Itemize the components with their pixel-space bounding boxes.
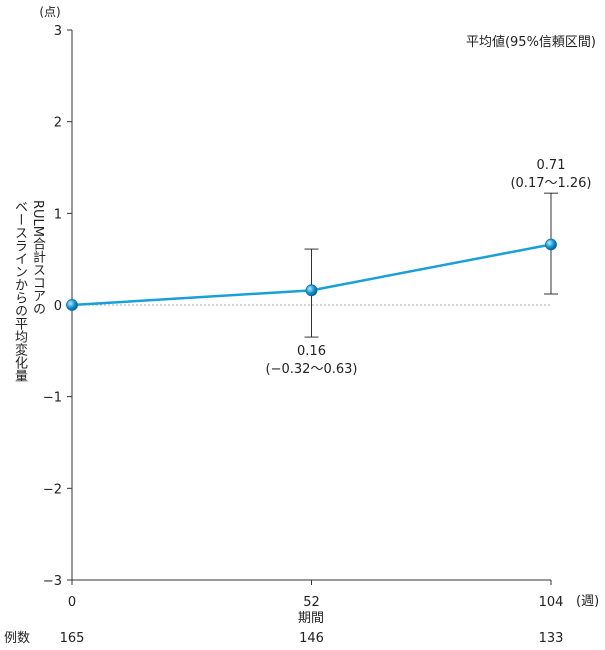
point-value-label: 0.71 [537,158,566,173]
x-unit-label: (週) [576,594,599,609]
y-tick-label: −1 [43,391,62,406]
point-value-label: 0.16 [297,344,326,359]
legend-text: 平均値(95%信頼区間) [466,34,596,50]
sample-size-values: 165 146 133 [60,631,564,646]
y-axis-title: RULM合計スコアの ベースラインからの平均変化量 [2,200,46,382]
sample-size-label: 例数 [4,631,30,646]
x-ticks: 0 52 104 [68,580,564,610]
y-tick-label: 0 [54,299,62,314]
point-ci-label: (0.17〜1.26) [510,176,591,191]
error-bars [304,192,558,338]
y-axis-title-line2: ベースラインからの平均変化量 [12,200,27,382]
y-tick-label: 1 [54,207,62,222]
data-point [545,238,557,251]
point-ci-label: (−0.32〜0.63) [266,362,358,377]
x-tick-label: 52 [303,595,320,610]
series [66,238,557,311]
y-ticks: −3 −2 −1 0 1 2 3 [43,24,72,589]
y-axis-title-line1: RULM合計スコアの [30,200,45,316]
y-tick-label: 3 [54,24,62,39]
x-tick-label: 0 [68,595,76,610]
point-labels: 0.16 (−0.32〜0.63) 0.71 (0.17〜1.26) [266,158,592,377]
y-unit-label: (点) [39,5,60,19]
sample-size-value: 146 [299,631,324,646]
sample-size-value: 133 [539,631,564,646]
y-tick-label: −2 [43,482,62,497]
data-point [66,299,78,311]
y-tick-label: −3 [43,574,62,589]
y-tick-label: 2 [54,116,62,131]
x-tick-label: 104 [539,595,564,610]
sample-size-value: 165 [60,631,85,646]
x-axis-title: 期間 [298,611,324,626]
data-point [305,284,318,297]
